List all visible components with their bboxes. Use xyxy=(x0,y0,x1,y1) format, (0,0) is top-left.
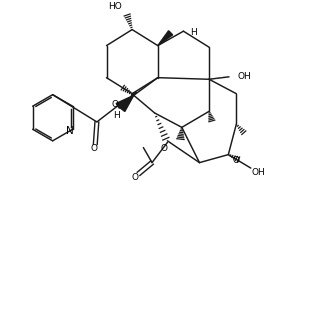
Text: HO: HO xyxy=(108,2,121,11)
Text: O: O xyxy=(232,156,240,165)
Text: O: O xyxy=(112,100,119,109)
Polygon shape xyxy=(158,31,173,46)
Text: OH: OH xyxy=(238,71,252,80)
Text: O: O xyxy=(90,144,97,153)
Text: O: O xyxy=(161,144,168,153)
Text: H: H xyxy=(190,28,196,37)
Text: N: N xyxy=(66,126,74,136)
Polygon shape xyxy=(116,95,134,108)
Text: OH: OH xyxy=(251,168,265,177)
Polygon shape xyxy=(120,95,134,111)
Text: O: O xyxy=(131,173,138,182)
Text: H: H xyxy=(113,111,120,120)
